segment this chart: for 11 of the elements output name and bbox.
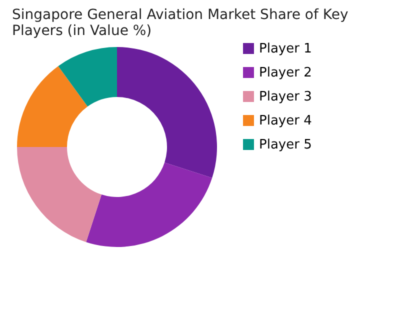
donut-slice — [117, 47, 217, 178]
donut-slice — [17, 147, 102, 242]
legend-label: Player 4 — [259, 114, 312, 128]
legend-label: Player 5 — [259, 138, 312, 152]
donut-slice — [58, 47, 117, 107]
legend-label: Player 1 — [259, 42, 312, 56]
chart-title: Singapore General Aviation Market Share of Key Players (in Value %) — [12, 7, 348, 39]
legend-label: Player 2 — [259, 66, 312, 80]
donut-slice — [17, 66, 88, 147]
donut-slice — [86, 162, 212, 247]
legend-label: Player 3 — [259, 90, 312, 104]
